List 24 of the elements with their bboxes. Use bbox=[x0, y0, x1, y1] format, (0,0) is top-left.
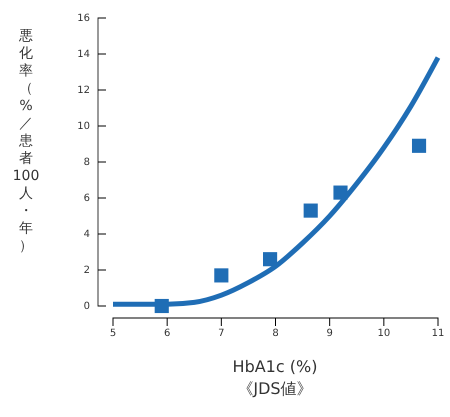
y-tick-label: 10 bbox=[77, 121, 90, 132]
x-tick-label: 7 bbox=[218, 328, 225, 340]
x-axis-title: HbA1c (%) 《JDS値》 bbox=[232, 357, 318, 398]
x-tick-label: 6 bbox=[164, 328, 170, 340]
y-tick-label: 6 bbox=[84, 193, 90, 204]
point bbox=[263, 252, 278, 266]
text: 悪化率（%／患者100人・年） bbox=[12, 28, 40, 254]
point bbox=[154, 298, 169, 314]
x-tick-label: 5 bbox=[110, 328, 116, 340]
point bbox=[304, 204, 318, 218]
y-tick-label: 0 bbox=[84, 301, 90, 312]
x-tick-label: 9 bbox=[326, 328, 333, 340]
x-tick-label: 8 bbox=[272, 328, 279, 340]
y-tick-label: 14 bbox=[77, 49, 90, 60]
x-tick-label: 10 bbox=[377, 328, 390, 340]
y-tick-label: 8 bbox=[84, 157, 90, 168]
y-tick-label: 2 bbox=[84, 265, 90, 276]
point bbox=[333, 186, 348, 200]
point bbox=[214, 268, 228, 282]
y-tick-label: 16 bbox=[77, 13, 90, 24]
y-tick-label: 4 bbox=[84, 229, 90, 240]
y-tick-label: 12 bbox=[77, 85, 90, 96]
x-tick-label: 11 bbox=[432, 328, 444, 340]
point bbox=[412, 138, 426, 153]
